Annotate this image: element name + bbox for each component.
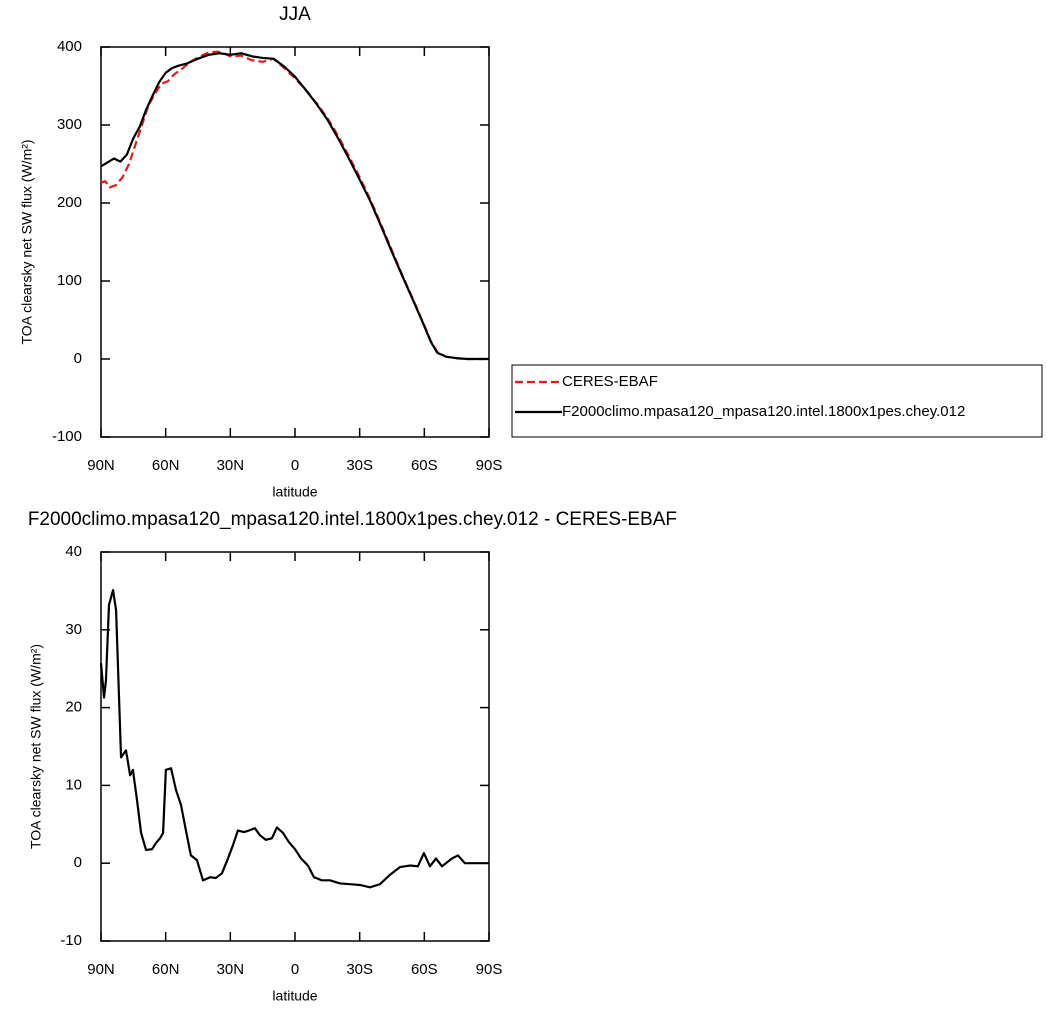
y-tick-label: 40 xyxy=(65,543,82,560)
y-tick-label: -100 xyxy=(52,428,82,445)
y-tick-label: 0 xyxy=(74,854,82,871)
x-tick-label: 30S xyxy=(346,457,373,474)
plot-frame xyxy=(100,46,490,438)
y-tick-label: 10 xyxy=(65,776,82,793)
y-tick-label: 400 xyxy=(57,38,82,55)
y-tick-label: 100 xyxy=(57,272,82,289)
x-tick-label: 90N xyxy=(87,457,115,474)
x-tick-label: 30N xyxy=(217,457,245,474)
y-tick-label: 30 xyxy=(65,621,82,638)
x-tick-label: 90N xyxy=(87,961,115,978)
chart-title: JJA xyxy=(279,4,311,25)
y-tick-label: 300 xyxy=(57,116,82,133)
y-tick-label: -10 xyxy=(60,932,82,949)
x-tick-label: 90S xyxy=(476,457,503,474)
x-tick-label: 0 xyxy=(291,961,299,978)
x-axis-label: latitude xyxy=(272,484,317,500)
x-tick-label: 60N xyxy=(152,457,180,474)
x-tick-label: 0 xyxy=(291,457,299,474)
x-tick-label: 30S xyxy=(346,961,373,978)
y-axis-label: TOA clearsky net SW flux (W/m²) xyxy=(28,644,44,849)
x-tick-label: 30N xyxy=(217,961,245,978)
x-axis-label: latitude xyxy=(272,988,317,1004)
plot-frame xyxy=(100,551,490,942)
y-tick-label: 0 xyxy=(74,350,82,367)
legend-box xyxy=(511,364,1043,438)
x-tick-label: 60S xyxy=(411,961,438,978)
data-line xyxy=(100,52,489,361)
legend-label: CERES-EBAF xyxy=(562,373,658,390)
y-tick-label: 200 xyxy=(57,194,82,211)
y-axis-label: TOA clearsky net SW flux (W/m²) xyxy=(19,139,35,344)
x-tick-label: 60S xyxy=(411,457,438,474)
legend-label: F2000climo.mpasa120_mpasa120.intel.1800x… xyxy=(562,403,965,420)
data-line xyxy=(99,589,489,889)
x-tick-label: 60N xyxy=(152,961,180,978)
y-tick-label: 20 xyxy=(65,699,82,716)
x-tick-label: 90S xyxy=(476,961,503,978)
data-line xyxy=(100,50,489,361)
chart-title: F2000climo.mpasa120_mpasa120.intel.1800x… xyxy=(28,509,677,530)
legend: CERES-EBAF F2000climo.mpasa120_mpasa120.i… xyxy=(511,364,1043,438)
